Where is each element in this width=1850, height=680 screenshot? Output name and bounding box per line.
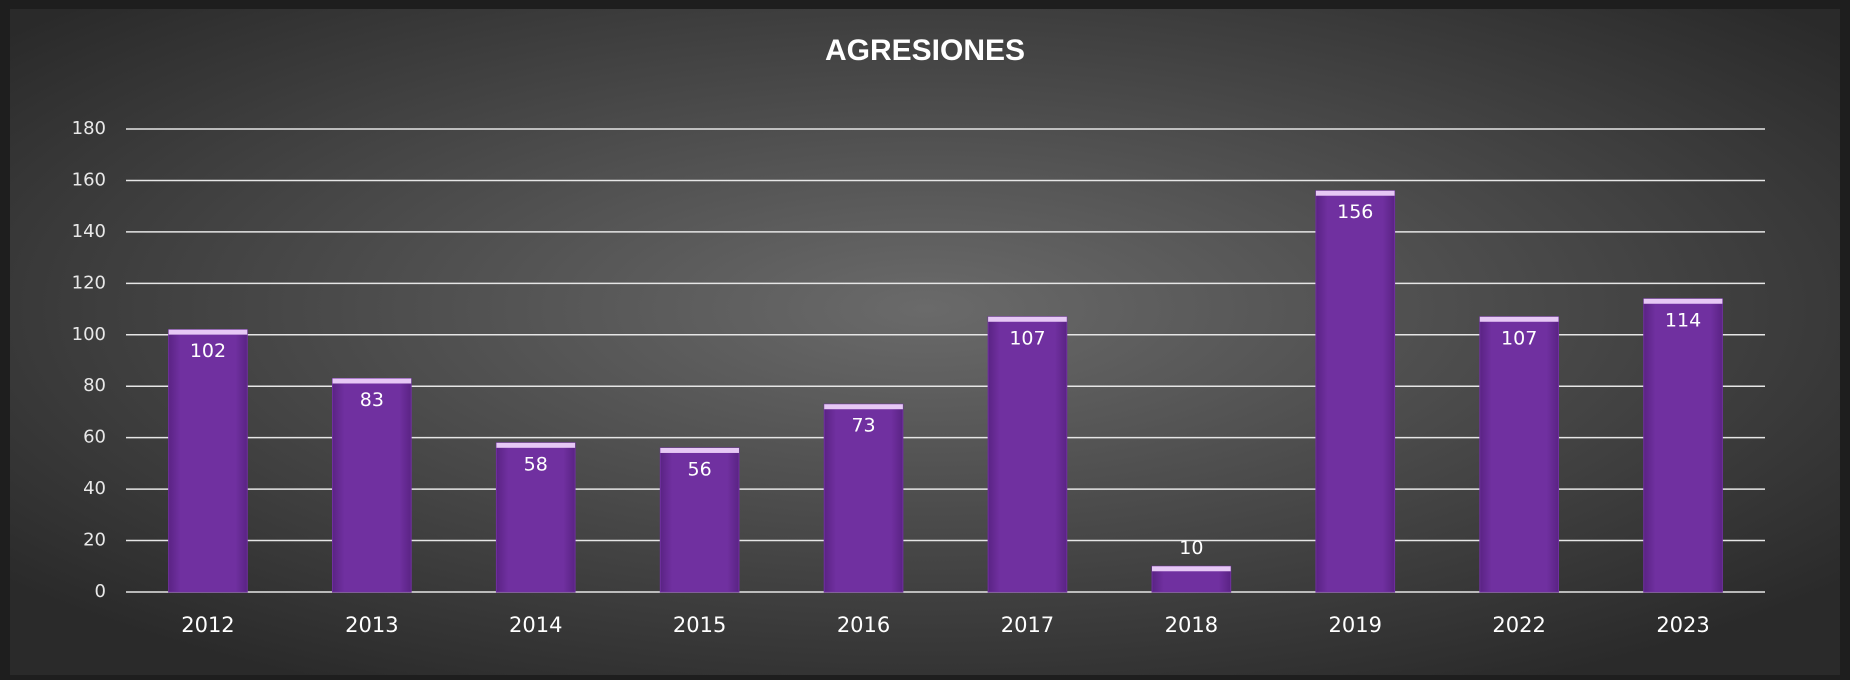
y-tick-label: 60: [83, 427, 106, 448]
x-tick-label: 2022: [1492, 613, 1545, 637]
x-tick-label: 2017: [1001, 613, 1054, 637]
value-label: 83: [360, 389, 384, 411]
bar-highlight: [1479, 316, 1559, 322]
x-tick-label: 2015: [673, 613, 726, 637]
y-tick-label: 180: [72, 118, 106, 139]
value-label: 114: [1665, 309, 1701, 331]
bar: [168, 329, 248, 593]
y-tick-label: 100: [72, 324, 106, 345]
value-label: 107: [1009, 327, 1045, 349]
chart-title: AGRESIONES: [825, 34, 1025, 67]
y-tick-label: 80: [83, 375, 106, 396]
x-tick-label: 2018: [1165, 613, 1218, 637]
bar: [659, 447, 740, 593]
value-label: 58: [524, 453, 548, 475]
x-tick-label: 2012: [181, 613, 234, 637]
y-tick-label: 140: [72, 221, 106, 242]
bar-highlight: [496, 442, 576, 448]
bar-highlight: [168, 329, 248, 335]
x-tick-label: 2019: [1329, 613, 1382, 637]
bar: [1479, 316, 1559, 593]
bar-highlight: [824, 404, 903, 410]
bar-highlight: [988, 316, 1067, 322]
bar-highlight: [332, 378, 412, 384]
bar: [1315, 190, 1396, 593]
bar: [1643, 298, 1723, 593]
bar-highlight: [660, 447, 739, 453]
y-tick-label: 120: [72, 272, 106, 293]
x-tick-label: 2016: [837, 613, 890, 637]
y-tick-label: 0: [95, 581, 106, 602]
x-tick-label: 2013: [345, 613, 398, 637]
value-label: 107: [1501, 327, 1537, 349]
value-label: 56: [688, 458, 712, 480]
bar: [495, 442, 576, 593]
bar-highlight: [1643, 298, 1723, 304]
y-tick-label: 160: [72, 169, 106, 190]
bar-highlight: [1152, 566, 1231, 572]
chart-area: [10, 9, 1840, 675]
value-label: 156: [1337, 201, 1373, 223]
value-label: 73: [851, 415, 875, 437]
y-tick-label: 20: [83, 530, 106, 551]
bar: [332, 378, 412, 593]
bar: [987, 316, 1068, 593]
bar: [823, 403, 904, 593]
bar-highlight: [1315, 190, 1395, 196]
y-tick-label: 40: [83, 478, 106, 499]
x-tick-label: 2014: [509, 613, 562, 637]
value-label: 102: [190, 340, 226, 362]
value-label: 10: [1179, 537, 1203, 559]
x-tick-label: 2023: [1656, 613, 1709, 637]
